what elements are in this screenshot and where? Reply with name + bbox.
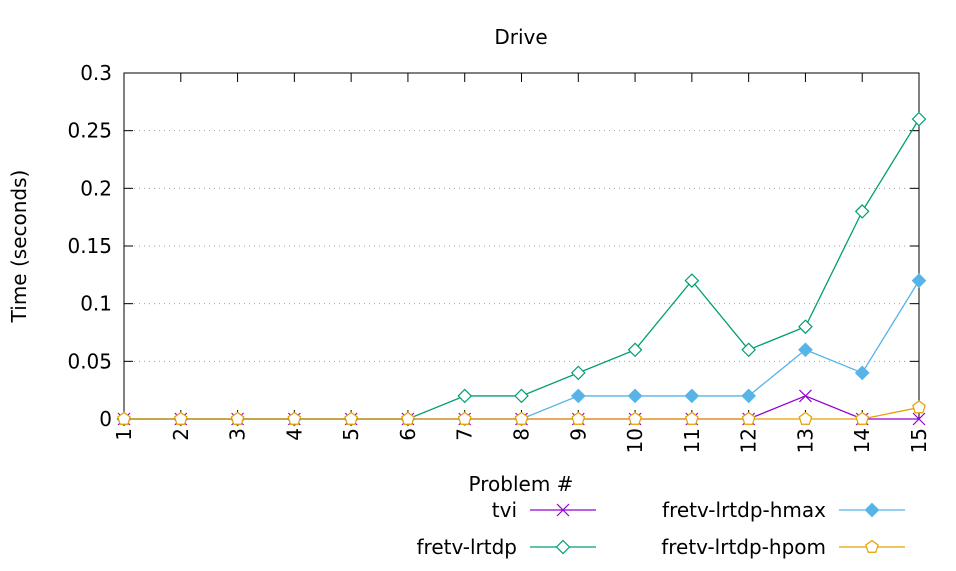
- x-tick-label: 12: [737, 428, 761, 453]
- point-fretv-lrtdp: [798, 319, 813, 335]
- point-fretv-lrtdp-hpom: [401, 411, 415, 425]
- legend-label: tvi: [492, 498, 517, 522]
- point-fretv-lrtdp-hmax: [570, 388, 586, 404]
- x-tick-label: 7: [453, 428, 477, 441]
- x-tick-label: 15: [907, 428, 931, 453]
- point-fretv-lrtdp: [911, 111, 927, 127]
- series-fretv-lrtdp-hpom: [117, 400, 926, 425]
- x-tick-label: 14: [850, 428, 874, 453]
- point-fretv-lrtdp-hmax: [741, 388, 756, 404]
- legend-label: fretv-lrtdp-hpom: [661, 535, 826, 559]
- x-tick-label: 1: [112, 428, 136, 441]
- point-fretv-lrtdp-hpom: [912, 400, 926, 414]
- x-tick-label: 13: [793, 428, 817, 453]
- legend-marker: [555, 539, 571, 555]
- x-tick-label: 6: [396, 428, 420, 441]
- legend-label: fretv-lrtdp-hmax: [662, 498, 826, 522]
- legend-marker: [864, 502, 880, 518]
- y-tick-label: 0.05: [67, 349, 112, 373]
- x-tick-label: 11: [680, 428, 704, 453]
- legend-marker: [865, 539, 879, 553]
- legend-entry-fretv-lrtdp: fretv-lrtdp: [417, 535, 596, 559]
- legend-marker: [556, 503, 570, 517]
- point-fretv-lrtdp-hpom: [798, 411, 813, 425]
- point-fretv-lrtdp: [457, 388, 473, 404]
- y-tick-label: 0.15: [67, 234, 112, 258]
- point-tvi: [912, 412, 926, 426]
- point-fretv-lrtdp-hpom: [457, 411, 472, 425]
- x-tick-label: 5: [339, 428, 363, 441]
- x-tick-label: 9: [566, 428, 590, 441]
- point-fretv-lrtdp-hmax: [911, 273, 927, 288]
- point-fretv-lrtdp-hpom: [855, 411, 870, 425]
- point-fretv-lrtdp-hpom: [571, 411, 586, 425]
- y-tick-label: 0: [99, 407, 112, 431]
- point-fretv-lrtdp-hmax: [627, 388, 643, 404]
- point-fretv-lrtdp-hpom: [287, 411, 302, 425]
- x-tick-label: 3: [226, 428, 250, 441]
- point-fretv-lrtdp: [514, 388, 529, 404]
- y-tick-label: 0.2: [80, 176, 112, 200]
- legend-label: fretv-lrtdp: [417, 535, 518, 559]
- series: [116, 111, 927, 427]
- point-fretv-lrtdp-hmax: [684, 388, 700, 404]
- chart-title: Drive: [494, 25, 547, 49]
- point-tvi: [799, 389, 812, 403]
- point-fretv-lrtdp: [741, 342, 756, 358]
- point-fretv-lrtdp-hpom: [514, 411, 529, 425]
- y-tick-label: 0.3: [80, 61, 112, 85]
- point-fretv-lrtdp-hpom: [173, 411, 188, 425]
- point-fretv-lrtdp-hmax: [798, 342, 813, 358]
- y-axis-label: Time (seconds): [7, 170, 31, 324]
- point-fretv-lrtdp-hpom: [117, 411, 131, 425]
- legend: tvi fretv-lrtdp-hmax fretv-lrtdp fretv-lrtd…: [417, 498, 905, 559]
- y-axis-ticks: 0 0.05 0.1 0.15 0.2 0.25 0.3: [67, 61, 919, 431]
- legend-entry-fretv-lrtdp-hmax: fretv-lrtdp-hmax: [662, 498, 905, 522]
- series-fretv-lrtdp: [116, 111, 927, 427]
- x-tick-label: 10: [623, 428, 647, 453]
- series-line-fretv-lrtdp: [124, 118, 920, 420]
- point-fretv-lrtdp-hpom: [628, 411, 642, 425]
- legend-entry-tvi: tvi: [492, 498, 596, 522]
- point-fretv-lrtdp: [570, 365, 586, 381]
- x-tick-label: 4: [282, 428, 306, 441]
- point-fretv-lrtdp-hpom: [344, 411, 359, 425]
- legend-entry-fretv-lrtdp-hpom: fretv-lrtdp-hpom: [661, 535, 905, 559]
- x-axis-label: Problem #: [469, 472, 574, 496]
- point-fretv-lrtdp-hpom: [230, 411, 245, 425]
- x-tick-label: 8: [510, 428, 534, 441]
- y-tick-label: 0.25: [67, 119, 112, 143]
- point-fretv-lrtdp: [854, 204, 870, 219]
- point-fretv-lrtdp-hpom: [684, 411, 699, 425]
- x-tick-label: 2: [169, 428, 193, 441]
- point-fretv-lrtdp-hpom: [741, 411, 756, 425]
- point-fretv-lrtdp: [627, 342, 643, 358]
- y-tick-label: 0.1: [80, 292, 112, 316]
- point-fretv-lrtdp: [684, 273, 700, 288]
- point-fretv-lrtdp-hmax: [854, 365, 870, 381]
